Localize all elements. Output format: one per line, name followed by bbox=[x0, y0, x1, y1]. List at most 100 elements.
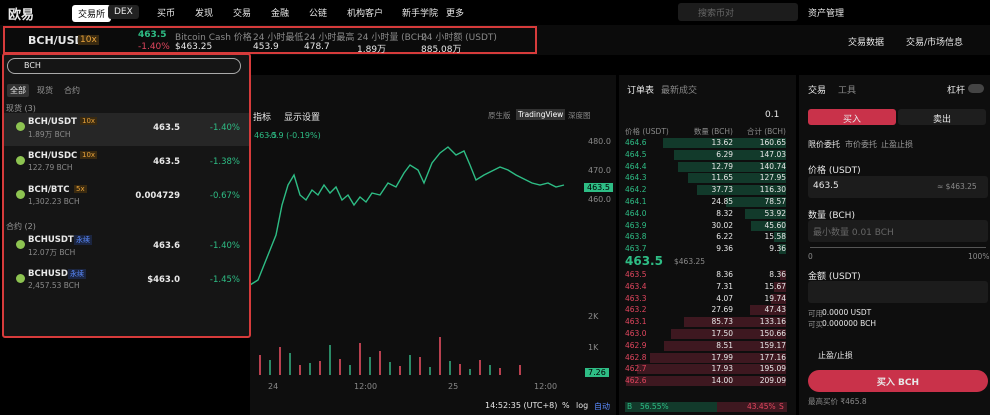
nav-menu-item[interactable]: 发现 bbox=[195, 9, 214, 19]
depth-bar bbox=[744, 208, 786, 219]
book-total: 8.36 bbox=[769, 270, 786, 279]
submit-button[interactable]: 买入 BCH bbox=[808, 370, 988, 392]
book-total: 9.36 bbox=[769, 244, 786, 254]
assets-menu[interactable]: 资产管理 bbox=[808, 9, 845, 19]
margin-toggle[interactable] bbox=[968, 84, 984, 93]
orderbook-header: 价格 (USDT) bbox=[625, 127, 669, 136]
row-pair[interactable]: BCH/USDT bbox=[28, 117, 77, 127]
volume-tick-label: 2K bbox=[588, 312, 599, 321]
depth-bar bbox=[697, 185, 786, 196]
book-price: 463.5 bbox=[625, 270, 647, 279]
price-input[interactable]: 463.5 bbox=[808, 176, 988, 198]
row-volume: 122.79 BCH bbox=[28, 163, 73, 172]
x-tick-label: 25 bbox=[448, 382, 459, 391]
nav-menu-item[interactable]: 交易 bbox=[233, 9, 252, 19]
chart-view[interactable]: 深度图 bbox=[568, 111, 591, 120]
trade-tab[interactable]: 交易 bbox=[808, 86, 827, 96]
row-change: -1.38% bbox=[209, 157, 240, 167]
row-pair[interactable]: BCH/BTC bbox=[28, 185, 70, 195]
row-tag: 10x bbox=[80, 117, 98, 125]
chart-panel bbox=[250, 75, 616, 415]
book-amount: 6.22 bbox=[716, 232, 733, 242]
depth-bar bbox=[774, 281, 786, 292]
can-buy-value: 0.000000 BCH bbox=[822, 319, 877, 328]
chart-view[interactable]: TradingView bbox=[516, 109, 566, 120]
tpsl-check[interactable]: 止盈/止损 bbox=[818, 351, 853, 360]
market-dropdown bbox=[2, 53, 251, 338]
side-button[interactable]: 买入 bbox=[808, 109, 896, 125]
chart-view[interactable]: 原生版 bbox=[488, 111, 511, 120]
dropdown-tab[interactable]: 全部 bbox=[7, 84, 29, 97]
chart-footer[interactable]: 自动 bbox=[594, 402, 610, 411]
orderbook-tab[interactable]: 订单表 bbox=[627, 86, 655, 96]
ratio-buy-bar bbox=[625, 402, 717, 412]
depth-bar bbox=[684, 317, 786, 328]
ticker-link[interactable]: 交易/市场信息 bbox=[906, 38, 964, 48]
nav-menu-item[interactable]: 买币 bbox=[157, 9, 176, 19]
book-total: 150.66 bbox=[759, 329, 786, 338]
book-amount: 27.69 bbox=[711, 305, 733, 315]
row-price: $463.0 bbox=[147, 275, 180, 285]
chart-footer[interactable]: log bbox=[576, 401, 589, 410]
nav-menu-item[interactable]: 公链 bbox=[309, 9, 328, 19]
ticker-pair[interactable]: BCH/USDT bbox=[28, 34, 92, 47]
row-tag: 5x bbox=[74, 185, 87, 193]
book-total: 78.57 bbox=[764, 197, 786, 206]
row-icon bbox=[16, 122, 25, 131]
nav-menu-item[interactable]: 机构客户 bbox=[347, 9, 384, 19]
book-total: 209.09 bbox=[759, 376, 786, 386]
book-price: 464.3 bbox=[625, 173, 647, 183]
book-total: 116.30 bbox=[759, 185, 786, 195]
ticker-change: -1.40% bbox=[138, 42, 170, 52]
ticker-index-label: Bitcoin Cash 价格 bbox=[175, 33, 252, 43]
book-amount: 14.00 bbox=[711, 376, 733, 386]
nav-menu-item[interactable]: 新手学院 bbox=[402, 9, 439, 19]
side-button[interactable]: 卖出 bbox=[898, 109, 986, 125]
x-tick-label: 12:00 bbox=[354, 382, 378, 391]
mode-tab[interactable]: 交易所 bbox=[72, 5, 112, 22]
chart-tool[interactable]: 显示设置 bbox=[284, 113, 321, 123]
search-box[interactable]: 搜索币对 bbox=[678, 3, 798, 21]
book-price: 464.5 bbox=[625, 149, 647, 159]
dropdown-tab[interactable]: 合约 bbox=[64, 86, 80, 95]
chart-tool[interactable]: 指标 bbox=[253, 113, 272, 123]
ticker-stat-label: 24 小时量 (BCH) bbox=[357, 33, 428, 43]
total-input[interactable] bbox=[808, 281, 988, 303]
dropdown-search[interactable]: BCH bbox=[7, 58, 241, 74]
ticker-link[interactable]: 交易数据 bbox=[848, 38, 885, 48]
amount-input[interactable]: 最小数量 0.01 BCH bbox=[808, 220, 988, 242]
row-pair[interactable]: BCH/USDC bbox=[28, 151, 78, 161]
orderbook-step[interactable]: 0.1 bbox=[765, 110, 780, 120]
row-price: 463.5 bbox=[153, 123, 180, 133]
ticker-leverage: 10x bbox=[78, 35, 99, 45]
depth-bar bbox=[670, 329, 786, 339]
mode-tab[interactable]: DEX bbox=[108, 5, 139, 19]
book-price: 463.9 bbox=[625, 220, 647, 230]
slider-track[interactable] bbox=[810, 247, 986, 248]
row-pair[interactable]: BCHUSDT bbox=[28, 235, 74, 245]
orderbook-header: 合计 (BCH) bbox=[746, 127, 786, 136]
row-icon bbox=[16, 190, 25, 199]
book-total: 140.74 bbox=[759, 161, 786, 171]
book-price: 463.1 bbox=[625, 317, 647, 327]
book-price: 463.0 bbox=[625, 329, 647, 338]
book-amount: 8.32 bbox=[716, 208, 733, 218]
book-price: 463.2 bbox=[625, 305, 647, 315]
orderbook-tab[interactable]: 最新成交 bbox=[661, 86, 698, 96]
order-type[interactable]: 限价委托 bbox=[808, 140, 840, 149]
chart-footer[interactable]: % bbox=[562, 401, 570, 410]
row-tag: 永续 bbox=[68, 269, 86, 279]
row-pair[interactable]: BCHUSD bbox=[28, 269, 68, 279]
depth-bar bbox=[779, 270, 786, 280]
book-total: 133.16 bbox=[759, 317, 786, 327]
nav-menu-item[interactable]: 金融 bbox=[271, 9, 290, 19]
order-type[interactable]: 市价委托 bbox=[845, 140, 877, 149]
price-approx: ≈ $463.25 bbox=[937, 182, 977, 191]
order-type[interactable]: 止盈止损 bbox=[881, 140, 913, 149]
trade-tab[interactable]: 工具 bbox=[838, 86, 857, 96]
book-amount: 17.93 bbox=[711, 364, 733, 374]
dropdown-tab[interactable]: 现货 bbox=[37, 86, 53, 95]
nav-menu-item[interactable]: 更多 bbox=[446, 9, 465, 19]
book-price: 464.2 bbox=[625, 185, 647, 195]
